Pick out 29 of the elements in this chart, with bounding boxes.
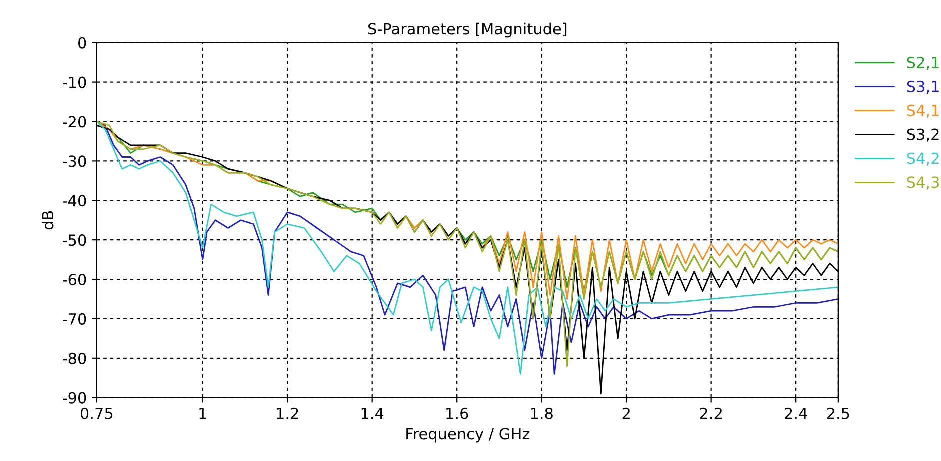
legend-label: S3,1 <box>907 80 939 94</box>
y-tick-label: -70 <box>62 313 86 325</box>
legend-label: S4,1 <box>907 104 939 118</box>
legend-label: S4,3 <box>907 176 940 190</box>
y-tick-label: -30 <box>62 156 86 168</box>
x-axis-title: Frequency / GHz <box>406 428 530 443</box>
x-tick-label: 0.75 <box>80 408 113 420</box>
legend-label: S4,2 <box>907 152 939 166</box>
y-tick-label: -90 <box>62 392 86 404</box>
x-tick-label: 1.6 <box>446 408 468 420</box>
x-tick-label: 2 <box>622 408 630 420</box>
chart-title: S-Parameters [Magnitude] <box>368 22 567 38</box>
y-tick-label: -20 <box>62 116 86 128</box>
x-tick-label: 1.4 <box>362 408 384 420</box>
y-tick-label: -40 <box>62 195 86 207</box>
x-tick-label: 2.5 <box>827 408 850 420</box>
legend-label: S2,1 <box>907 56 939 70</box>
y-tick-label: -80 <box>62 352 86 364</box>
x-tick-label: 2.4 <box>785 408 808 420</box>
y-tick-label: -60 <box>62 274 86 286</box>
y-tick-label: -10 <box>62 76 86 88</box>
x-tick-label: 2.2 <box>700 408 722 420</box>
x-tick-label: 1.2 <box>277 408 298 420</box>
x-tick-label: 1.8 <box>531 408 553 420</box>
y-tick-label: 0 <box>78 37 86 49</box>
y-tick-label: -50 <box>62 234 86 246</box>
y-axis-title: dB <box>42 211 54 230</box>
x-tick-label: 1 <box>200 408 206 420</box>
legend-label: S3,2 <box>907 128 939 142</box>
